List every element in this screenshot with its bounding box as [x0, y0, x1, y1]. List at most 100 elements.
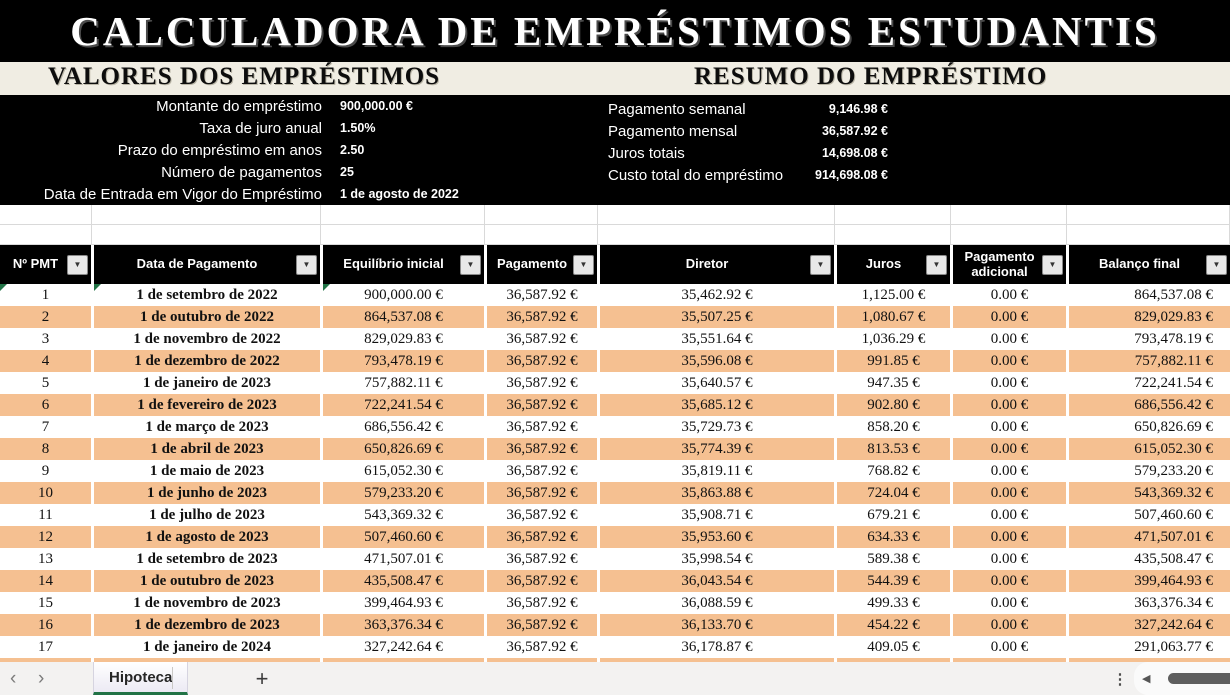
cell-r4-c7[interactable]: 0.00 €	[953, 350, 1066, 372]
cell-r11-c2[interactable]: 1 de julho de 2023	[94, 504, 320, 526]
cell-r12-c5[interactable]: 35,953.60 €	[600, 526, 834, 548]
cell-r16-c2[interactable]: 1 de dezembro de 2023	[94, 614, 320, 636]
cell-r15-c2[interactable]: 1 de novembro de 2023	[94, 592, 320, 614]
scroll-left-icon[interactable]: ◀	[1142, 673, 1151, 685]
cell-r15-c3[interactable]: 399,464.93 €	[323, 592, 484, 614]
cell-r1-c3[interactable]: 900,000.00 €	[323, 284, 484, 306]
cell-r5-c4[interactable]: 36,587.92 €	[487, 372, 597, 394]
cell-r9-c5[interactable]: 35,819.11 €	[600, 460, 834, 482]
filter-dropdown-icon[interactable]: ▼	[67, 255, 88, 275]
cell-r17-c4[interactable]: 36,587.92 €	[487, 636, 597, 658]
column-header-1[interactable]: Nº PMT ▼	[0, 245, 91, 284]
cell-r5-c8[interactable]: 722,241.54 €	[1069, 372, 1230, 394]
cell-r16-c3[interactable]: 363,376.34 €	[323, 614, 484, 636]
cell-r16-c4[interactable]: 36,587.92 €	[487, 614, 597, 636]
cell-r12-c8[interactable]: 471,507.01 €	[1069, 526, 1230, 548]
cell-r10-c7[interactable]: 0.00 €	[953, 482, 1066, 504]
cell-r14-c4[interactable]: 36,587.92 €	[487, 570, 597, 592]
cell-r11-c5[interactable]: 35,908.71 €	[600, 504, 834, 526]
cell-r4-c2[interactable]: 1 de dezembro de 2022	[94, 350, 320, 372]
loan-input-value[interactable]: 1.50%	[340, 121, 376, 135]
cell-r7-c8[interactable]: 650,826.69 €	[1069, 416, 1230, 438]
cell-r14-c2[interactable]: 1 de outubro de 2023	[94, 570, 320, 592]
cell-r3-c2[interactable]: 1 de novembro de 2022	[94, 328, 320, 350]
cell-r1-c6[interactable]: 1,125.00 €	[837, 284, 950, 306]
filter-dropdown-icon[interactable]: ▼	[296, 255, 317, 275]
cell-r13-c6[interactable]: 589.38 €	[837, 548, 950, 570]
cell-r5-c6[interactable]: 947.35 €	[837, 372, 950, 394]
cell-r11-c4[interactable]: 36,587.92 €	[487, 504, 597, 526]
cell-r1-c7[interactable]: 0.00 €	[953, 284, 1066, 306]
cell-r12-c1[interactable]: 12	[0, 526, 91, 548]
cell-r11-c1[interactable]: 11	[0, 504, 91, 526]
cell-r4-c8[interactable]: 757,882.11 €	[1069, 350, 1230, 372]
cell-r17-c5[interactable]: 36,178.87 €	[600, 636, 834, 658]
cell-r2-c3[interactable]: 864,537.08 €	[323, 306, 484, 328]
cell-r6-c1[interactable]: 6	[0, 394, 91, 416]
cell-r14-c3[interactable]: 435,508.47 €	[323, 570, 484, 592]
cell-r10-c8[interactable]: 543,369.32 €	[1069, 482, 1230, 504]
cell-r3-c7[interactable]: 0.00 €	[953, 328, 1066, 350]
loan-summary-value[interactable]: 9,146.98 €	[828, 102, 888, 116]
cell-r8-c4[interactable]: 36,587.92 €	[487, 438, 597, 460]
cell-r7-c5[interactable]: 35,729.73 €	[600, 416, 834, 438]
cell-r4-c5[interactable]: 35,596.08 €	[600, 350, 834, 372]
cell-r12-c3[interactable]: 507,460.60 €	[323, 526, 484, 548]
cell-r1-c5[interactable]: 35,462.92 €	[600, 284, 834, 306]
add-sheet-button[interactable]: +	[255, 665, 269, 691]
cell-r10-c1[interactable]: 10	[0, 482, 91, 504]
cell-r17-c6[interactable]: 409.05 €	[837, 636, 950, 658]
cell-r1-c8[interactable]: 864,537.08 €	[1069, 284, 1230, 306]
cell-r12-c6[interactable]: 634.33 €	[837, 526, 950, 548]
cell-r12-c7[interactable]: 0.00 €	[953, 526, 1066, 548]
cell-r10-c3[interactable]: 579,233.20 €	[323, 482, 484, 504]
cell-r5-c7[interactable]: 0.00 €	[953, 372, 1066, 394]
cell-r14-c6[interactable]: 544.39 €	[837, 570, 950, 592]
cell-r9-c1[interactable]: 9	[0, 460, 91, 482]
cell-r13-c2[interactable]: 1 de setembro de 2023	[94, 548, 320, 570]
cell-r16-c6[interactable]: 454.22 €	[837, 614, 950, 636]
cell-r8-c7[interactable]: 0.00 €	[953, 438, 1066, 460]
loan-input-value[interactable]: 25	[340, 165, 354, 179]
cell-r14-c5[interactable]: 36,043.54 €	[600, 570, 834, 592]
cell-r3-c4[interactable]: 36,587.92 €	[487, 328, 597, 350]
cell-r6-c3[interactable]: 722,241.54 €	[323, 394, 484, 416]
cell-r8-c3[interactable]: 650,826.69 €	[323, 438, 484, 460]
filter-dropdown-icon[interactable]: ▼	[810, 255, 831, 275]
cell-r17-c7[interactable]: 0.00 €	[953, 636, 1066, 658]
cell-r16-c1[interactable]: 16	[0, 614, 91, 636]
cell-r3-c1[interactable]: 3	[0, 328, 91, 350]
cell-r5-c3[interactable]: 757,882.11 €	[323, 372, 484, 394]
cell-r15-c1[interactable]: 15	[0, 592, 91, 614]
filter-dropdown-icon[interactable]: ▼	[926, 255, 947, 275]
filter-dropdown-icon[interactable]: ▼	[573, 255, 594, 275]
next-sheet-icon[interactable]: ›	[38, 667, 45, 689]
column-header-7[interactable]: Pagamento adicional ▼	[953, 245, 1066, 284]
column-header-5[interactable]: Diretor ▼	[600, 245, 834, 284]
cell-r1-c4[interactable]: 36,587.92 €	[487, 284, 597, 306]
cell-r10-c5[interactable]: 35,863.88 €	[600, 482, 834, 504]
sheet-menu-icon[interactable]: ⋮	[1112, 670, 1128, 688]
cell-r6-c4[interactable]: 36,587.92 €	[487, 394, 597, 416]
column-header-8[interactable]: Balanço final ▼	[1069, 245, 1230, 284]
prev-sheet-icon[interactable]: ‹	[10, 667, 17, 689]
cell-r15-c6[interactable]: 499.33 €	[837, 592, 950, 614]
cell-r7-c7[interactable]: 0.00 €	[953, 416, 1066, 438]
cell-r15-c8[interactable]: 363,376.34 €	[1069, 592, 1230, 614]
cell-r10-c2[interactable]: 1 de junho de 2023	[94, 482, 320, 504]
horizontal-scrollbar[interactable]: ◀	[1134, 662, 1230, 695]
column-header-4[interactable]: Pagamento ▼	[487, 245, 597, 284]
cell-r4-c3[interactable]: 793,478.19 €	[323, 350, 484, 372]
cell-r5-c5[interactable]: 35,640.57 €	[600, 372, 834, 394]
cell-r15-c4[interactable]: 36,587.92 €	[487, 592, 597, 614]
column-header-2[interactable]: Data de Pagamento ▼	[94, 245, 320, 284]
cell-r14-c8[interactable]: 399,464.93 €	[1069, 570, 1230, 592]
cell-r9-c3[interactable]: 615,052.30 €	[323, 460, 484, 482]
filter-dropdown-icon[interactable]: ▼	[1042, 255, 1063, 275]
cell-r6-c8[interactable]: 686,556.42 €	[1069, 394, 1230, 416]
cell-r16-c5[interactable]: 36,133.70 €	[600, 614, 834, 636]
cell-r10-c4[interactable]: 36,587.92 €	[487, 482, 597, 504]
loan-summary-value[interactable]: 36,587.92 €	[821, 124, 888, 138]
loan-summary-value[interactable]: 14,698.08 €	[821, 146, 888, 160]
cell-r8-c8[interactable]: 615,052.30 €	[1069, 438, 1230, 460]
